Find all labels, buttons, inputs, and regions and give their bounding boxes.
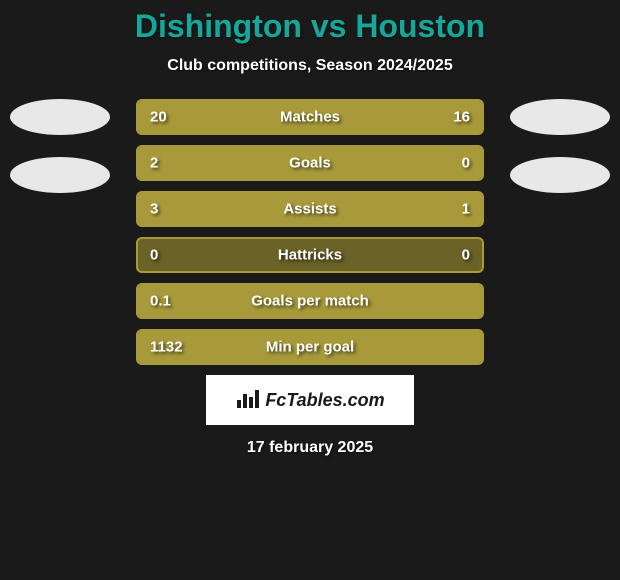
subtitle: Club competitions, Season 2024/2025 (167, 57, 452, 75)
chart-icon (235, 386, 259, 415)
stat-label: Min per goal (266, 339, 354, 356)
stat-bar: 1132 Min per goal (136, 329, 484, 365)
bar-fill-left (138, 147, 399, 179)
avatar-placeholder (510, 157, 610, 193)
stat-value-left: 2 (150, 155, 158, 172)
stat-value-left: 3 (150, 201, 158, 218)
avatar-placeholder (510, 99, 610, 135)
stat-bars: 20 Matches 16 2 Goals 0 3 Assists 1 0 Hattricks 0 0.… (136, 99, 484, 365)
player-avatars-left (10, 99, 110, 193)
avatar-placeholder (10, 157, 110, 193)
stats-area: 20 Matches 16 2 Goals 0 3 Assists 1 0 Hattricks 0 0.… (0, 99, 620, 365)
stat-bar: 0.1 Goals per match (136, 283, 484, 319)
stat-value-left: 0 (150, 247, 158, 264)
stat-label: Goals (289, 155, 331, 172)
stat-bar: 0 Hattricks 0 (136, 237, 484, 273)
bar-fill-right (413, 193, 482, 225)
stat-value-left: 20 (150, 109, 167, 126)
player-avatars-right (510, 99, 610, 193)
page-title: Dishington vs Houston (135, 8, 485, 45)
stat-bar: 3 Assists 1 (136, 191, 484, 227)
stat-label: Goals per match (251, 293, 369, 310)
stat-value-left: 0.1 (150, 293, 171, 310)
stat-value-right: 1 (462, 201, 470, 218)
stat-value-left: 1132 (150, 339, 183, 356)
branding-badge: FcTables.com (206, 375, 414, 425)
stat-label: Assists (283, 201, 336, 218)
stat-bar: 2 Goals 0 (136, 145, 484, 181)
date-label: 17 february 2025 (247, 439, 373, 457)
branding-text: FcTables.com (265, 390, 384, 411)
comparison-infographic: Dishington vs Houston Club competitions,… (0, 0, 620, 580)
stat-value-right: 16 (453, 109, 470, 126)
stat-label: Matches (280, 109, 340, 126)
bar-fill-left (138, 193, 413, 225)
stat-label: Hattricks (278, 247, 342, 264)
avatar-placeholder (10, 99, 110, 135)
stat-value-right: 0 (462, 247, 470, 264)
stat-bar: 20 Matches 16 (136, 99, 484, 135)
stat-value-right: 0 (462, 155, 470, 172)
